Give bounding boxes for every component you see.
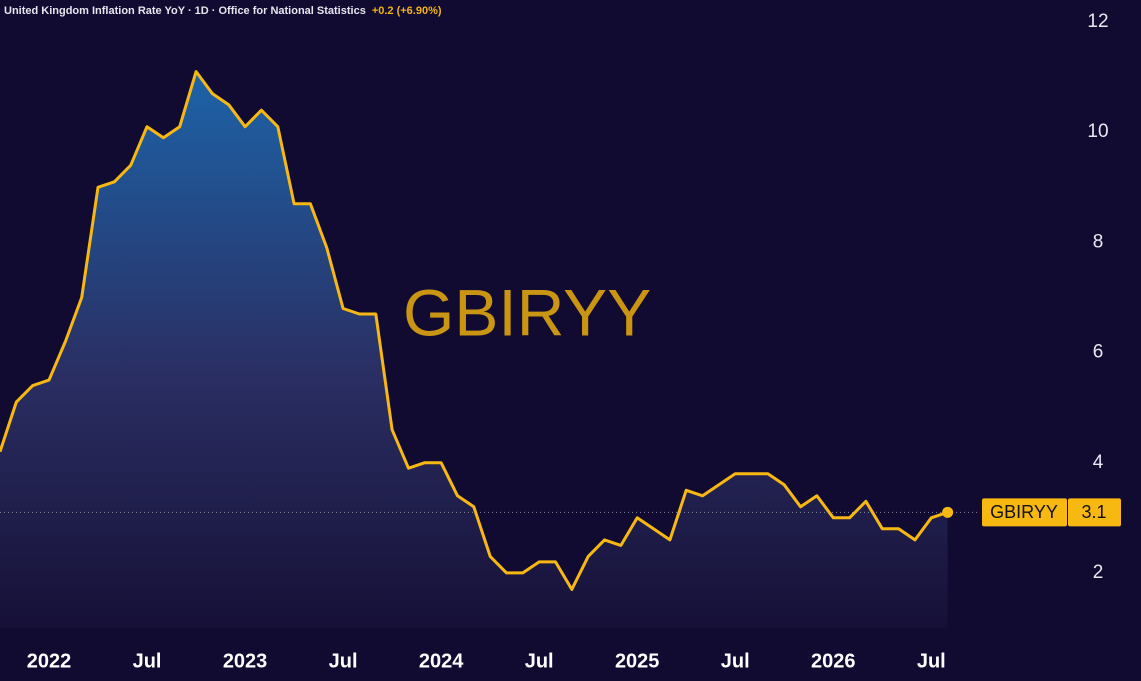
price-label-box [982,498,1067,527]
line [0,70,949,591]
x-tick-label: Jul [917,650,946,672]
x-tick-label: Jul [329,650,358,672]
x-tick-label: Jul [525,650,554,672]
x-tick-label: 2024 [419,650,464,672]
x-tick-label: Jul [133,650,162,672]
header: United Kingdom Inflation Rate YoY · 1D ·… [4,5,442,17]
chart-title: United Kingdom Inflation Rate YoY · 1D ·… [4,5,366,17]
y-tick-label: 12 [1087,11,1108,32]
x-tick-label: Jul [721,650,750,672]
y-tick-label: 4 [1093,452,1104,473]
price-label-name: GBIRYY [990,502,1058,522]
area-fill [0,71,948,629]
watermark: GBIRYY [403,275,651,349]
price-label-value-box [1068,498,1121,527]
x-tick-label: 2022 [27,650,72,672]
change: +0.2 (+6.90%) [372,5,442,17]
y-tick-label: 6 [1093,342,1104,363]
x-tick-label: 2023 [223,650,268,672]
y-tick-label: 2 [1093,562,1104,583]
x-tick-label: 2025 [615,650,660,672]
y-tick-label: 10 [1087,121,1108,142]
last-point [942,506,954,518]
x-tick-label: 2026 [811,650,856,672]
price-label-value: 3.1 [1081,502,1106,522]
y-tick-label: 8 [1093,231,1104,252]
